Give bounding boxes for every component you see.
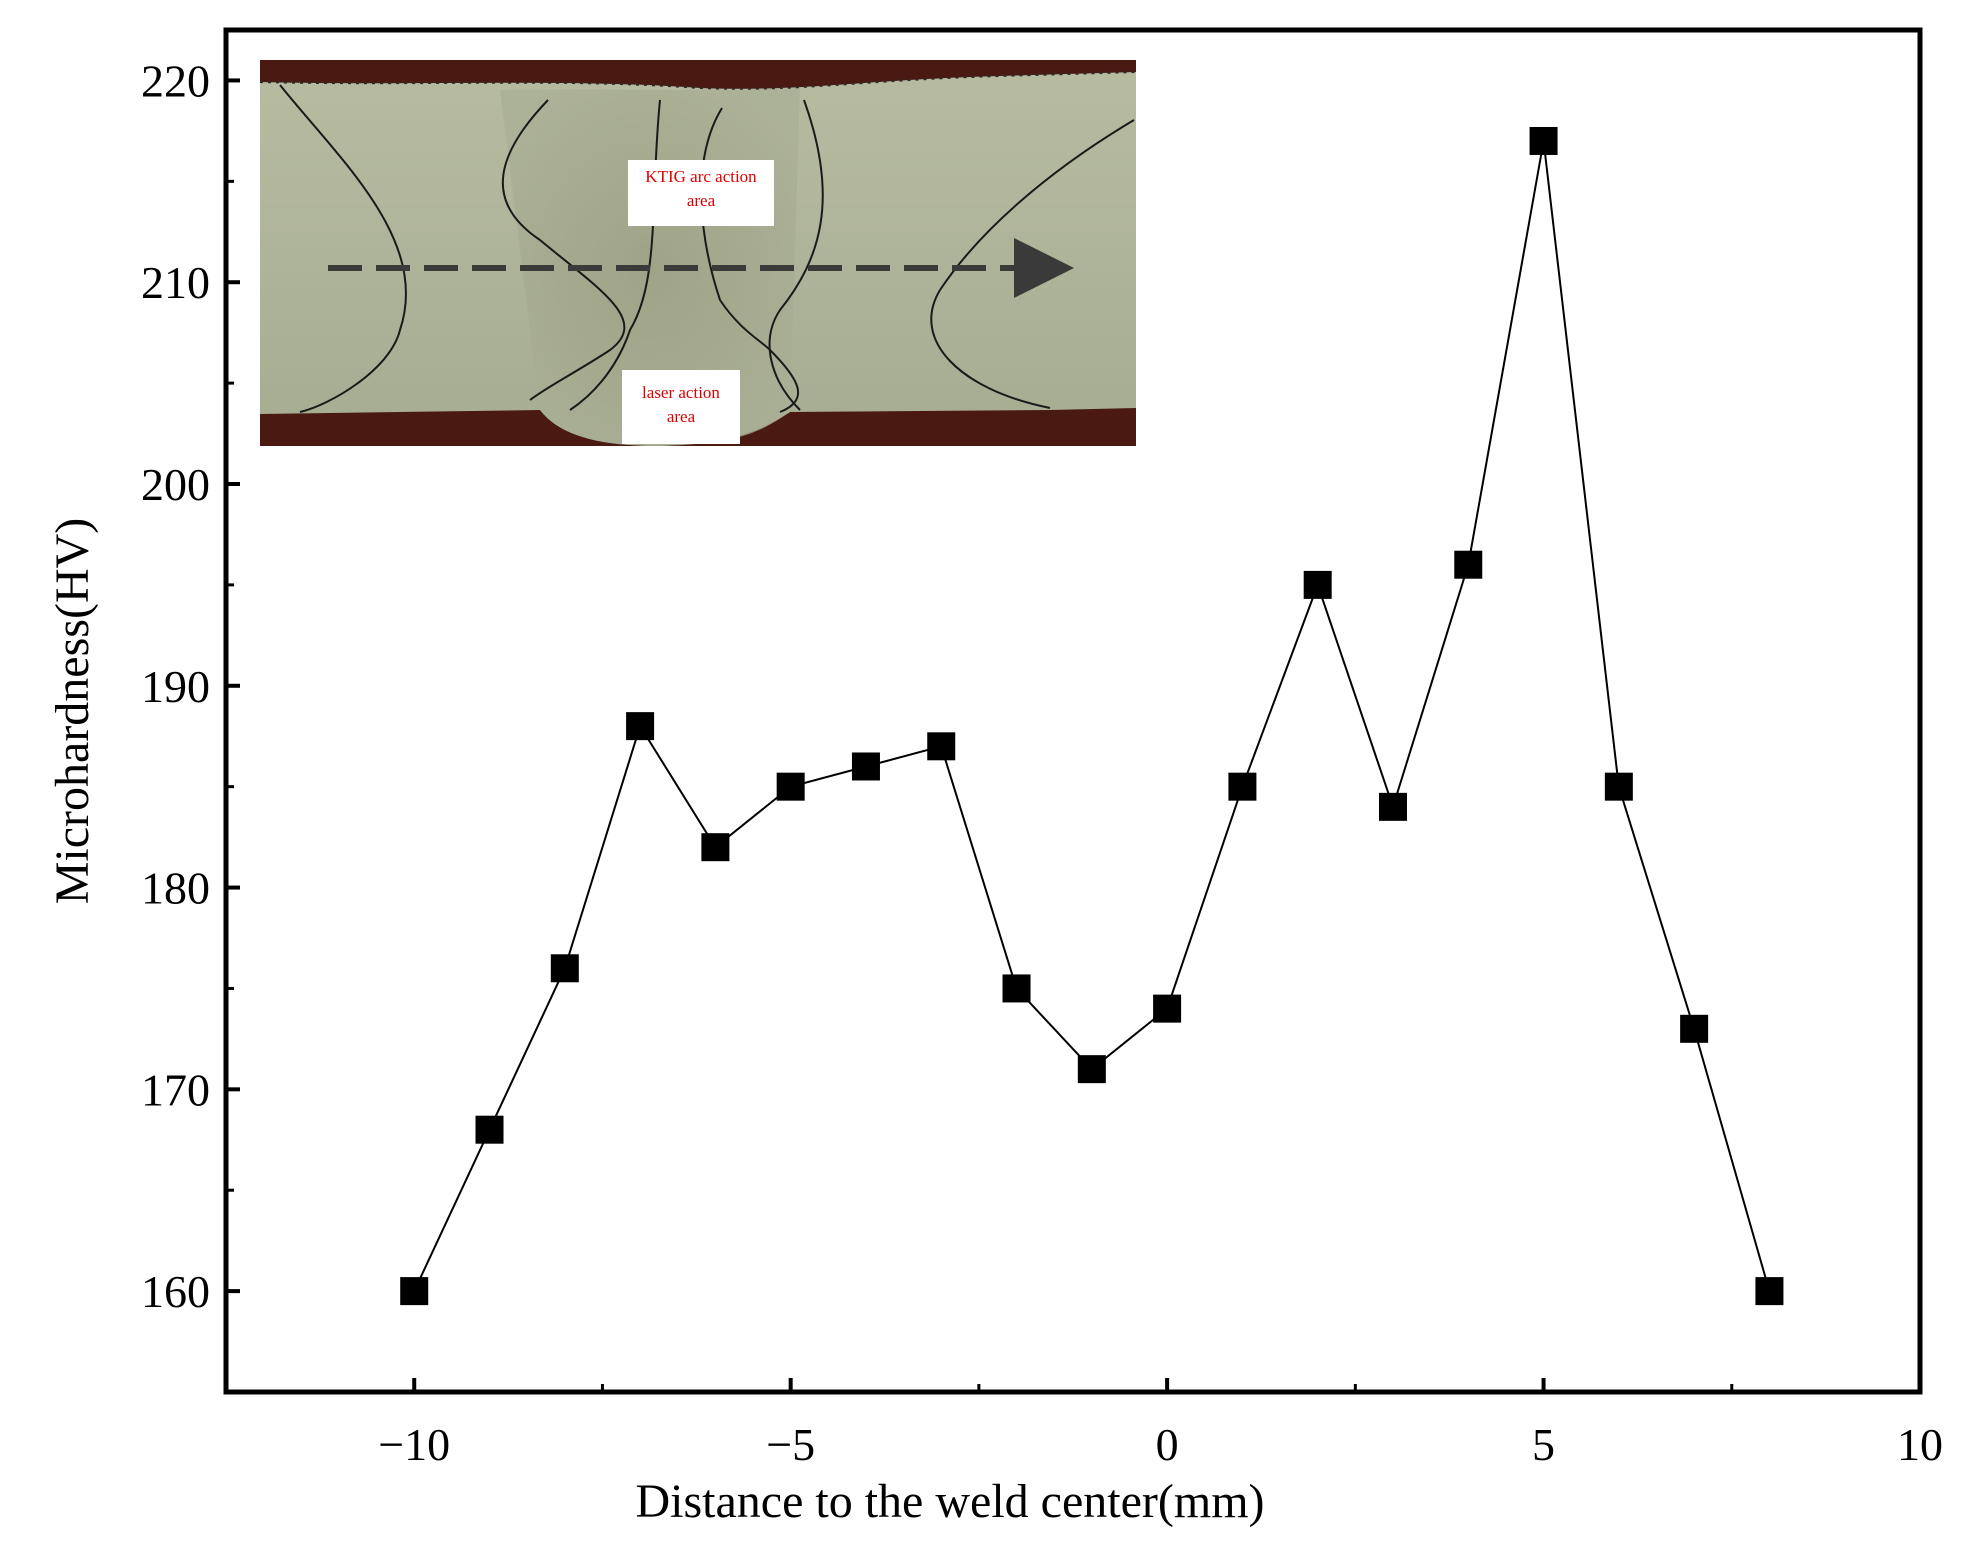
y-tick-label: 190 [141,661,210,712]
y-tick-label: 170 [141,1064,210,1115]
data-point [400,1277,429,1306]
weld-cross-section-image: KTIG arc action area laser action area [259,60,1137,446]
data-point [1303,570,1332,599]
y-tick-label: 220 [141,55,210,106]
data-point [550,954,579,983]
y-tick-label: 200 [141,459,210,510]
laser-label-line1: laser action [642,383,720,402]
x-tick-label: 10 [1897,1419,1943,1470]
x-axis-title: Distance to the weld center(mm) [635,1475,1264,1528]
x-axis-ticks: −10 −5 0 5 10 [378,1378,1943,1470]
data-point [1378,792,1407,821]
x-tick-label: 5 [1532,1419,1555,1470]
series-points-group [400,126,1784,1306]
data-point [1755,1277,1784,1306]
data-point [1077,1055,1106,1084]
data-point [626,712,655,741]
x-tick-label: −10 [378,1419,450,1470]
laser-label-line2: area [667,407,696,426]
data-point [1604,772,1633,801]
x-tick-label: 0 [1156,1419,1179,1470]
y-tick-label: 210 [141,257,210,308]
data-point [475,1115,504,1144]
ktig-label-line2: area [687,191,716,210]
y-tick-label: 160 [141,1266,210,1317]
plot-area-frame [223,27,1923,1395]
ktig-label-line1: KTIG arc action [645,167,757,186]
y-tick-label: 180 [141,863,210,914]
data-point [701,833,730,862]
data-point [1680,1014,1709,1043]
data-point [1002,974,1031,1003]
data-point [927,732,956,761]
data-point [1454,550,1483,579]
x-tick-label: −5 [766,1419,815,1470]
data-point [851,752,880,781]
y-axis-ticks: 160 170 180 190 200 210 220 [141,55,240,1317]
data-point [1228,772,1257,801]
data-point [1153,994,1182,1023]
data-point [776,772,805,801]
y-axis-title: Microhardness(HV) [46,518,99,905]
data-point [1529,126,1558,155]
